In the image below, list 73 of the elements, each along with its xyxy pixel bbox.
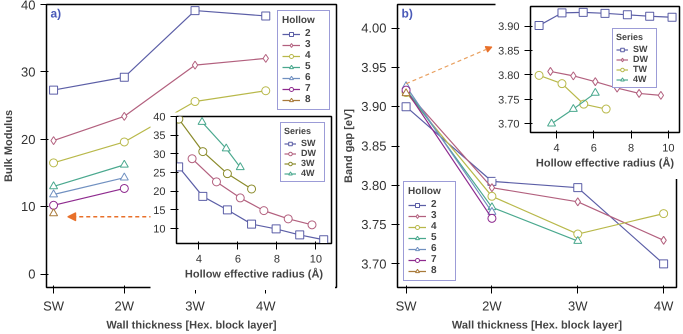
y-tick-label: 3.75 [361,217,387,232]
legend-label: 3 [305,39,312,50]
legend-label: 3 [431,210,438,221]
legend-title: Series [284,126,312,136]
x-tick-label: 3W [185,298,206,314]
legend-label: SW [633,44,648,54]
annotation: b) [402,6,413,20]
legend-label: 6 [431,243,438,254]
legend-label: 3W [301,158,316,168]
y-tick-label: 3.80 [498,70,520,82]
legend-label: 5 [431,232,438,243]
x-tick-label: 6 [234,254,241,266]
x-tick-label: 3W [568,298,588,314]
y-tick-label: 3.75 [498,94,520,106]
x-tick-label: SW [396,298,418,314]
y-tick-label: 20 [21,132,36,147]
y-tick-label: 0 [28,266,36,282]
y-tick-label: 3.90 [498,21,520,34]
y-tick-label: 30 [21,64,36,80]
x-tick-label: 2W [482,298,502,314]
x-tick-label: 4W [256,298,276,314]
legend-title: Series [616,32,644,42]
legend-label: 8 [431,265,438,276]
legend-label: 8 [305,94,312,105]
x-axis-title: Wall thickness [Hex. block layer] [452,320,622,332]
y-tick-label: 3.70 [498,118,520,131]
y-axis-title: Bulk Modulus [3,110,16,182]
x-tick-label: 4W [654,298,674,314]
x-axis-title: Wall thickness [Hex. block layer] [106,320,277,332]
legend-label: TW [633,64,648,74]
y-tick-label: 30 [153,148,166,161]
y-tick-label: 3.90 [361,99,387,114]
y-tick-label: 4.00 [361,20,387,36]
x-tick-label: SW [43,298,65,314]
x-tick-label: 2W [114,298,135,314]
x-tick-label: 4 [554,142,560,154]
y-tick-label: 3.85 [361,138,387,154]
legend-label: 7 [431,254,438,265]
y-tick-label: 3.95 [361,60,387,75]
legend-label: 2 [305,28,312,39]
y-tick-label: 3.70 [361,256,387,272]
legend-title: Hollow [408,186,442,197]
x-tick-label: 6 [590,142,597,154]
y-tick-label: 3.85 [498,45,520,58]
x-axis-title: Hollow effective radius (Å) [536,156,674,170]
y-tick-label: 40 [21,0,36,12]
legend-label: 6 [305,72,312,83]
annotation: a) [50,6,62,20]
y-tick-label: 20 [153,186,166,198]
legend-label: DW [633,54,649,64]
x-tick-label: 8 [628,142,634,154]
legend-label: 4W [301,168,316,178]
x-axis-title: Hollow effective radius (Å) [184,268,324,280]
y-axis-title: Band gap [eV] [343,108,356,183]
legend-title: Hollow [282,15,316,26]
y-tick-label: 40 [153,112,166,124]
legend-label: DW [301,148,317,158]
y-tick-label: 15 [153,204,166,217]
x-tick-label: 4 [196,254,202,266]
legend-label: 5 [305,61,312,72]
legend-label: 4W [633,74,648,84]
legend-label: 2 [431,199,438,210]
y-tick-label: 10 [21,199,36,214]
y-tick-label: 35 [153,130,166,142]
x-tick-label: 8 [274,254,280,266]
legend-label: 4 [305,50,312,61]
x-tick-label: 10 [310,254,322,266]
legend-label: 4 [431,221,438,232]
legend-label: 7 [305,83,312,94]
y-tick-label: 25 [153,168,166,180]
y-tick-label: 10 [153,224,166,236]
x-tick-label: 10 [662,142,674,154]
y-tick-label: 3.80 [361,178,387,193]
